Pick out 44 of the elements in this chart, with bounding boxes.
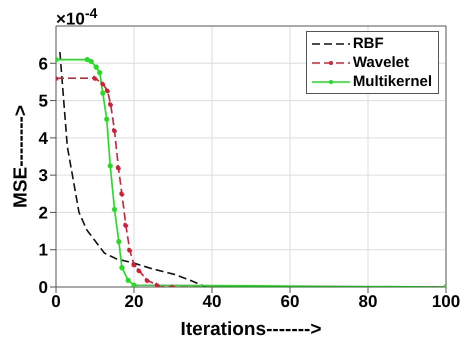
point xyxy=(131,282,137,287)
point xyxy=(131,262,137,268)
point xyxy=(126,278,131,283)
annotation: ×10$^{-4}$ xyxy=(56,6,98,30)
x-tick-label: 0 xyxy=(51,292,61,312)
point xyxy=(127,247,132,253)
point xyxy=(88,58,94,64)
point xyxy=(119,191,125,196)
x-axis-title: Iterations-------> xyxy=(180,319,322,340)
point xyxy=(104,88,110,94)
x-tick-label: 60 xyxy=(280,292,300,312)
x-tick-label: 80 xyxy=(358,292,378,312)
point xyxy=(100,81,106,86)
legend-label: RBF xyxy=(352,35,384,52)
point xyxy=(116,165,121,170)
y-tick-label: 6 xyxy=(38,54,48,74)
point xyxy=(108,163,113,168)
point xyxy=(100,90,106,96)
point xyxy=(84,56,90,62)
point xyxy=(112,128,118,133)
y-axis-title: MSE--------> xyxy=(10,105,32,208)
point xyxy=(136,268,142,274)
y-tick-label: 4 xyxy=(38,128,49,148)
point xyxy=(144,278,150,283)
x-tick-label: 20 xyxy=(124,292,144,312)
point xyxy=(92,76,98,81)
point xyxy=(104,116,110,122)
point xyxy=(108,102,114,107)
point xyxy=(154,282,160,287)
point xyxy=(97,70,102,76)
y-tick-label: 0 xyxy=(38,278,48,298)
legend-label: Wavelet xyxy=(352,54,409,71)
y-tick-label: 3 xyxy=(38,166,48,186)
point xyxy=(112,206,118,212)
legend-label: Multikernel xyxy=(352,73,432,90)
point xyxy=(119,265,125,270)
x-tick-label: 40 xyxy=(202,292,222,312)
point xyxy=(116,238,122,244)
x-tick-label: 100 xyxy=(432,292,460,312)
point xyxy=(94,64,99,70)
y-tick-label: 1 xyxy=(38,240,48,260)
y-tick-label: 5 xyxy=(38,92,48,111)
point xyxy=(123,222,128,228)
y-tick-label: 2 xyxy=(38,203,48,222)
